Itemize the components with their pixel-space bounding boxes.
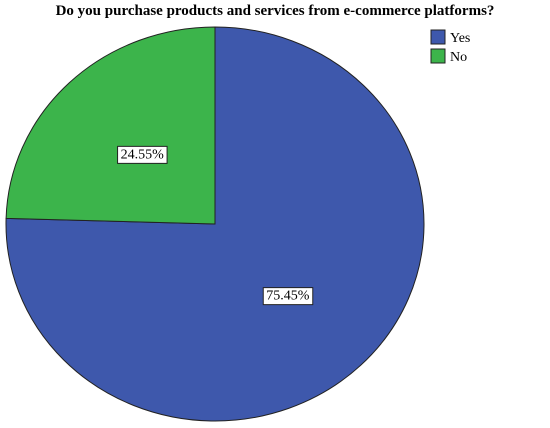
- value-label-box: [262, 287, 314, 306]
- chart-title: Do you purchase products and services fr…: [56, 3, 495, 19]
- legend-swatch: [430, 48, 446, 64]
- pie-slice: [5, 26, 216, 225]
- legend-label: No: [450, 50, 467, 65]
- legend-swatch: [430, 29, 446, 45]
- value-label: 75.45%: [266, 289, 310, 304]
- value-label: 24.55%: [121, 147, 165, 162]
- legend-label: Yes: [450, 31, 470, 46]
- value-label-box: [117, 145, 168, 164]
